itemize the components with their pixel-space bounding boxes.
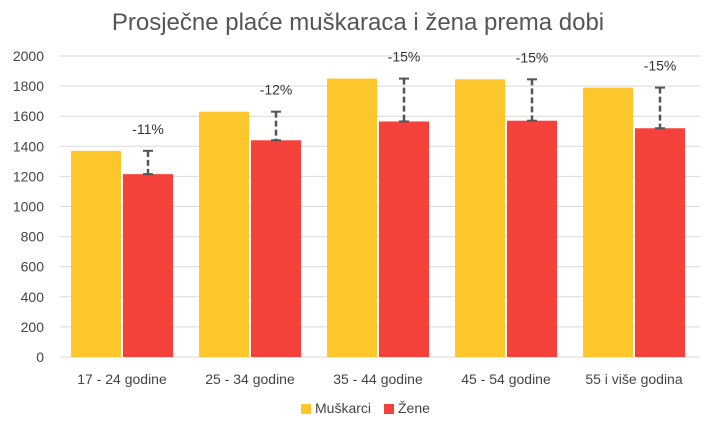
bar-muskarci — [327, 78, 377, 357]
y-tick-label: 1200 — [13, 168, 44, 184]
x-axis-categories: 17 - 24 godine 25 - 34 godine 35 - 44 godi… — [77, 371, 683, 387]
legend-swatch-muskarci — [301, 404, 311, 414]
gap-label: -15% — [516, 49, 549, 65]
y-tick-label: 1400 — [13, 138, 44, 154]
bars — [71, 78, 685, 357]
y-tick-label: 200 — [21, 319, 45, 335]
y-tick-label: 2000 — [13, 48, 44, 64]
legend-label-muskarci: Muškarci — [315, 400, 371, 416]
y-tick-label: 800 — [21, 229, 45, 245]
bar-zene — [635, 128, 685, 357]
y-tick-label: 600 — [21, 259, 45, 275]
bar-zene — [379, 121, 429, 357]
legend: Muškarci Žene — [301, 400, 430, 416]
y-tick-label: 400 — [21, 289, 45, 305]
bar-zene — [251, 140, 301, 357]
gap-markers: -11% -12% -15% -15% -15% — [132, 49, 677, 176]
y-axis-ticks: 0 200 400 600 800 1000 1200 1400 1600 1800 2000 — [13, 48, 44, 365]
gap-label: -15% — [644, 58, 677, 74]
x-category-label: 55 i više godina — [585, 371, 683, 387]
chart-title: Prosječne plaće muškaraca i žena prema d… — [112, 9, 604, 36]
bar-muskarci — [455, 79, 505, 357]
bar-zene — [123, 174, 173, 357]
gap-label: -15% — [388, 49, 421, 65]
bar-muskarci — [199, 111, 249, 357]
legend-label-zene: Žene — [398, 400, 430, 416]
gap-label: -11% — [132, 121, 164, 137]
y-tick-label: 1600 — [13, 108, 44, 124]
y-tick-label: 0 — [36, 349, 44, 365]
x-category-label: 45 - 54 godine — [461, 371, 551, 387]
gap-label: -12% — [260, 82, 293, 98]
bar-muskarci — [583, 87, 633, 357]
x-category-label: 17 - 24 godine — [77, 371, 167, 387]
y-tick-label: 1000 — [13, 199, 44, 215]
bar-muskarci — [71, 150, 121, 357]
bar-zene — [507, 120, 557, 357]
x-category-label: 35 - 44 godine — [333, 371, 423, 387]
x-category-label: 25 - 34 godine — [205, 371, 295, 387]
legend-swatch-zene — [384, 404, 394, 414]
y-tick-label: 1800 — [13, 78, 44, 94]
